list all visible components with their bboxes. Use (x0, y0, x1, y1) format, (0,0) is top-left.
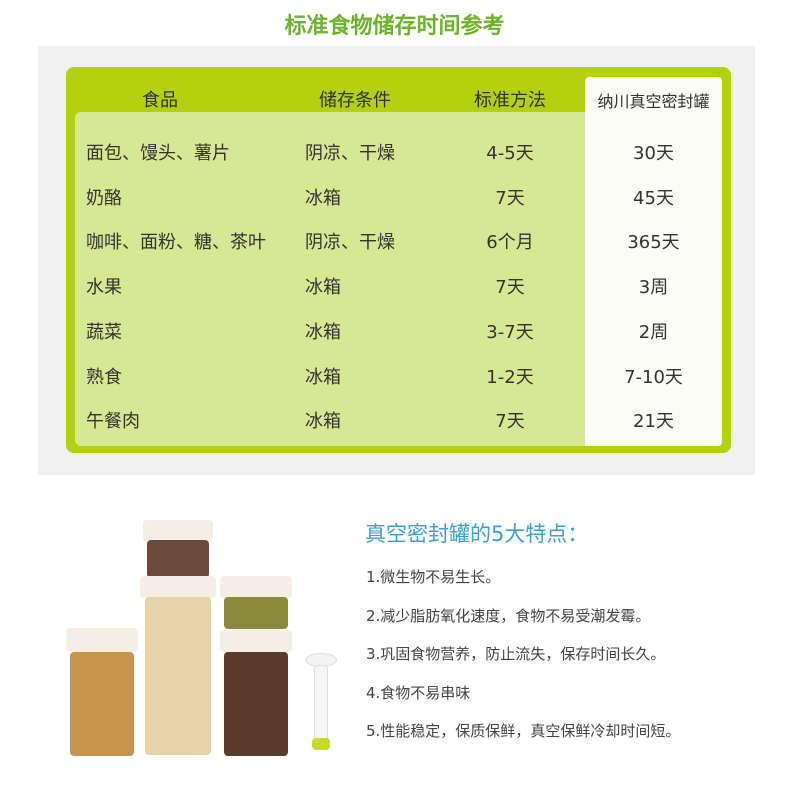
jar-lid (140, 576, 216, 598)
jar-lid (220, 630, 292, 652)
page-title: 标准食物储存时间参考 (284, 14, 505, 39)
cell-condition: 冰箱 (305, 321, 341, 343)
cell-vacuum: 7-10天 (624, 366, 683, 388)
cell-vacuum: 3周 (638, 277, 669, 299)
cell-vacuum: 21天 (633, 411, 674, 433)
cell-standard: 7天 (495, 187, 525, 209)
vacuum-pump (314, 665, 328, 745)
cell-standard: 7天 (495, 411, 525, 433)
jar-lid (143, 520, 213, 542)
cell-condition: 阴凉、干燥 (305, 143, 395, 164)
cell-condition: 冰箱 (305, 411, 341, 433)
jar-pasta (145, 597, 211, 755)
features-title: 真空密封罐的5大特点： (365, 522, 589, 546)
cell-food: 水果 (86, 277, 122, 299)
cell-food: 奶酪 (86, 187, 122, 209)
cell-standard: 7天 (495, 277, 525, 299)
cell-vacuum: 365天 (627, 232, 680, 254)
cell-vacuum: 30天 (633, 143, 674, 164)
jar-lid (66, 628, 138, 652)
cell-condition: 冰箱 (305, 366, 341, 388)
cell-standard: 6个月 (486, 232, 534, 254)
header-vacuum: 纳川真空密封罐 (597, 92, 710, 111)
cell-standard: 1-2天 (486, 366, 534, 388)
cell-food: 蔬菜 (86, 321, 122, 343)
cell-vacuum: 2周 (638, 321, 669, 343)
cell-vacuum: 45天 (633, 187, 674, 209)
cell-condition: 冰箱 (305, 277, 341, 299)
cell-food: 午餐肉 (86, 411, 140, 433)
vacuum-pump-tip (312, 738, 330, 750)
header-standard: 标准方法 (474, 90, 546, 111)
header-food: 食品 (142, 90, 178, 111)
cell-condition: 阴凉、干燥 (305, 232, 395, 254)
jar-beans (224, 597, 288, 629)
header-condition: 储存条件 (319, 90, 391, 111)
cell-condition: 冰箱 (305, 187, 341, 209)
feature-item: 3.巩固食物营养，防止流失，保存时间长久。 (366, 645, 666, 663)
cell-food: 熟食 (86, 366, 122, 388)
feature-item: 5.性能稳定，保质保鲜，真空保鲜冷却时间短。 (366, 722, 681, 740)
jar-seeds (147, 540, 209, 578)
jar-lid (220, 576, 292, 598)
cell-standard: 4-5天 (486, 143, 534, 164)
highlight-column (585, 77, 722, 446)
feature-item: 4.食物不易串味 (366, 683, 471, 702)
jar-star-anise (224, 652, 288, 756)
cell-food: 面包、馒头、薯片 (86, 143, 230, 164)
cell-standard: 3-7天 (486, 321, 534, 343)
feature-item: 1.微生物不易生长。 (366, 568, 501, 586)
jar-cookies (70, 652, 134, 756)
feature-item: 2.减少脂肪氧化速度，食物不易受潮发霉。 (366, 606, 651, 625)
cell-food: 咖啡、面粉、糖、茶叶 (86, 232, 266, 254)
